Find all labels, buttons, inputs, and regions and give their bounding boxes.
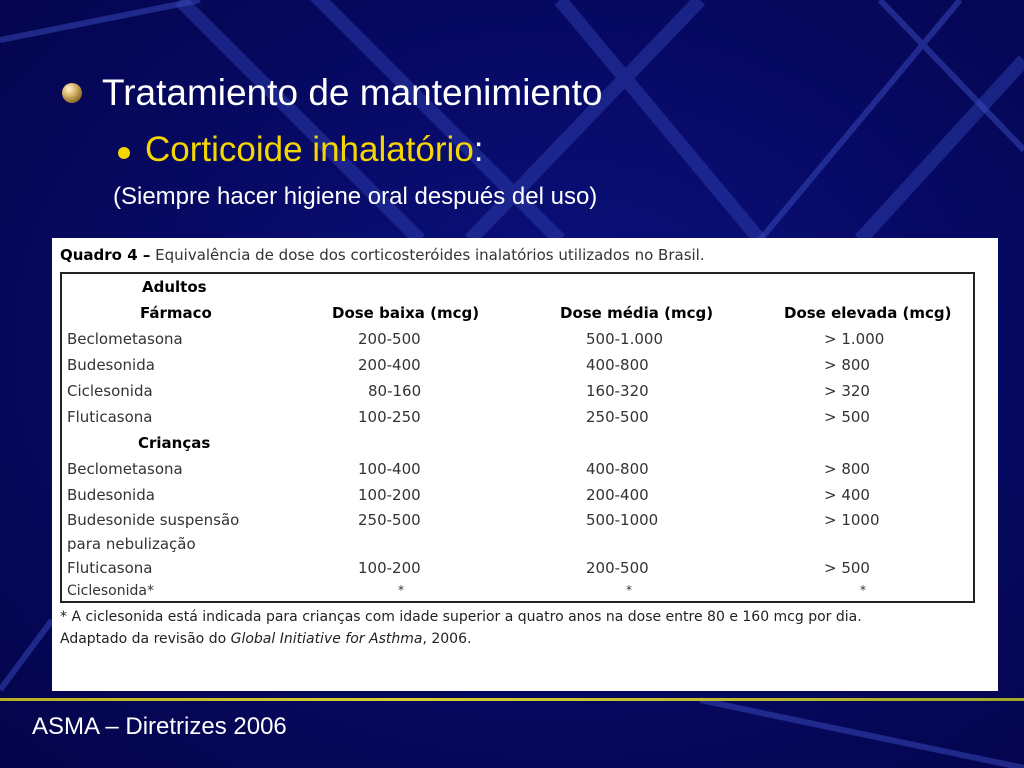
table-cell: 200-400: [358, 356, 421, 374]
caption-text: Equivalência de dose dos corticosteróide…: [150, 246, 705, 264]
table-cell: 100-250: [358, 408, 421, 426]
col-header-medium: Dose média (mcg): [560, 304, 714, 322]
table-footnote: * A ciclesonida está indicada para crian…: [60, 609, 862, 625]
slide-footer: ASMA – Diretrizes 2006: [32, 713, 287, 740]
table-cell: 200-500: [358, 330, 421, 348]
table-cell: para nebulização: [67, 535, 196, 553]
group-label-adults: Adultos: [142, 278, 207, 296]
table-cell: 400-800: [586, 460, 649, 478]
bullet-dot-icon: [118, 147, 130, 159]
table-cell: Budesonida: [67, 356, 155, 374]
table-cell: 160-320: [586, 382, 649, 400]
table-cell: 250-500: [586, 408, 649, 426]
table-cell: *: [860, 583, 866, 597]
table-cell: 250-500: [358, 511, 421, 529]
table-cell: > 1.000: [824, 330, 885, 348]
table-cell: > 320: [824, 382, 870, 400]
table-cell: Budesonida: [67, 486, 155, 504]
table-cell: 100-200: [358, 486, 421, 504]
dose-table: Adultos Fármaco Dose baixa (mcg) Dose mé…: [60, 272, 975, 603]
subtitle-highlight: Corticoide inhalatório: [145, 130, 474, 169]
table-cell: 100-200: [358, 559, 421, 577]
col-header-drug: Fármaco: [140, 304, 212, 322]
table-cell: > 400: [824, 486, 870, 504]
table-cell: 200-500: [586, 559, 649, 577]
table-cell: > 800: [824, 356, 870, 374]
col-header-high: Dose elevada (mcg): [784, 304, 952, 322]
footer-divider: [0, 698, 1024, 701]
source-suffix: , 2006.: [422, 631, 472, 647]
table-cell: *: [398, 583, 404, 597]
slide-title: Tratamiento de mantenimiento: [102, 72, 603, 113]
subtitle-colon: :: [473, 130, 484, 169]
table-cell: > 500: [824, 559, 870, 577]
table-cell: Ciclesonida: [67, 382, 153, 400]
table-cell: Ciclesonida*: [67, 583, 154, 599]
table-cell: 500-1000: [586, 511, 659, 529]
caption-bold: Quadro 4 –: [60, 246, 151, 264]
table-cell: Fluticasona: [67, 559, 153, 577]
table-cell: > 1000: [824, 511, 880, 529]
table-cell: Budesonide suspensão: [67, 511, 240, 529]
table-cell: 500-1.000: [586, 330, 663, 348]
table-caption: Quadro 4 – Equivalência de dose dos cort…: [60, 246, 705, 264]
table-cell: 80-160: [368, 382, 422, 400]
table-cell: *: [626, 583, 632, 597]
source-title: Global Initiative for Asthma: [230, 631, 423, 647]
table-cell: 400-800: [586, 356, 649, 374]
table-cell: Beclometasona: [67, 460, 183, 478]
slide-note: (Siempre hacer higiene oral después del …: [113, 183, 598, 210]
table-cell: > 800: [824, 460, 870, 478]
group-label-children: Crianças: [138, 434, 211, 452]
col-header-low: Dose baixa (mcg): [332, 304, 480, 322]
bullet-sphere-icon: [62, 83, 82, 103]
table-cell: > 500: [824, 408, 870, 426]
source-prefix: Adaptado da revisão do: [60, 631, 231, 647]
table-cell: 200-400: [586, 486, 649, 504]
table-cell: 100-400: [358, 460, 421, 478]
slide-subtitle: Corticoide inhalatório:: [145, 130, 484, 170]
table-source: Adaptado da revisão do Global Initiative…: [60, 631, 471, 647]
table-cell: Fluticasona: [67, 408, 153, 426]
dose-table-image: Quadro 4 – Equivalência de dose dos cort…: [52, 238, 998, 691]
table-cell: Beclometasona: [67, 330, 183, 348]
